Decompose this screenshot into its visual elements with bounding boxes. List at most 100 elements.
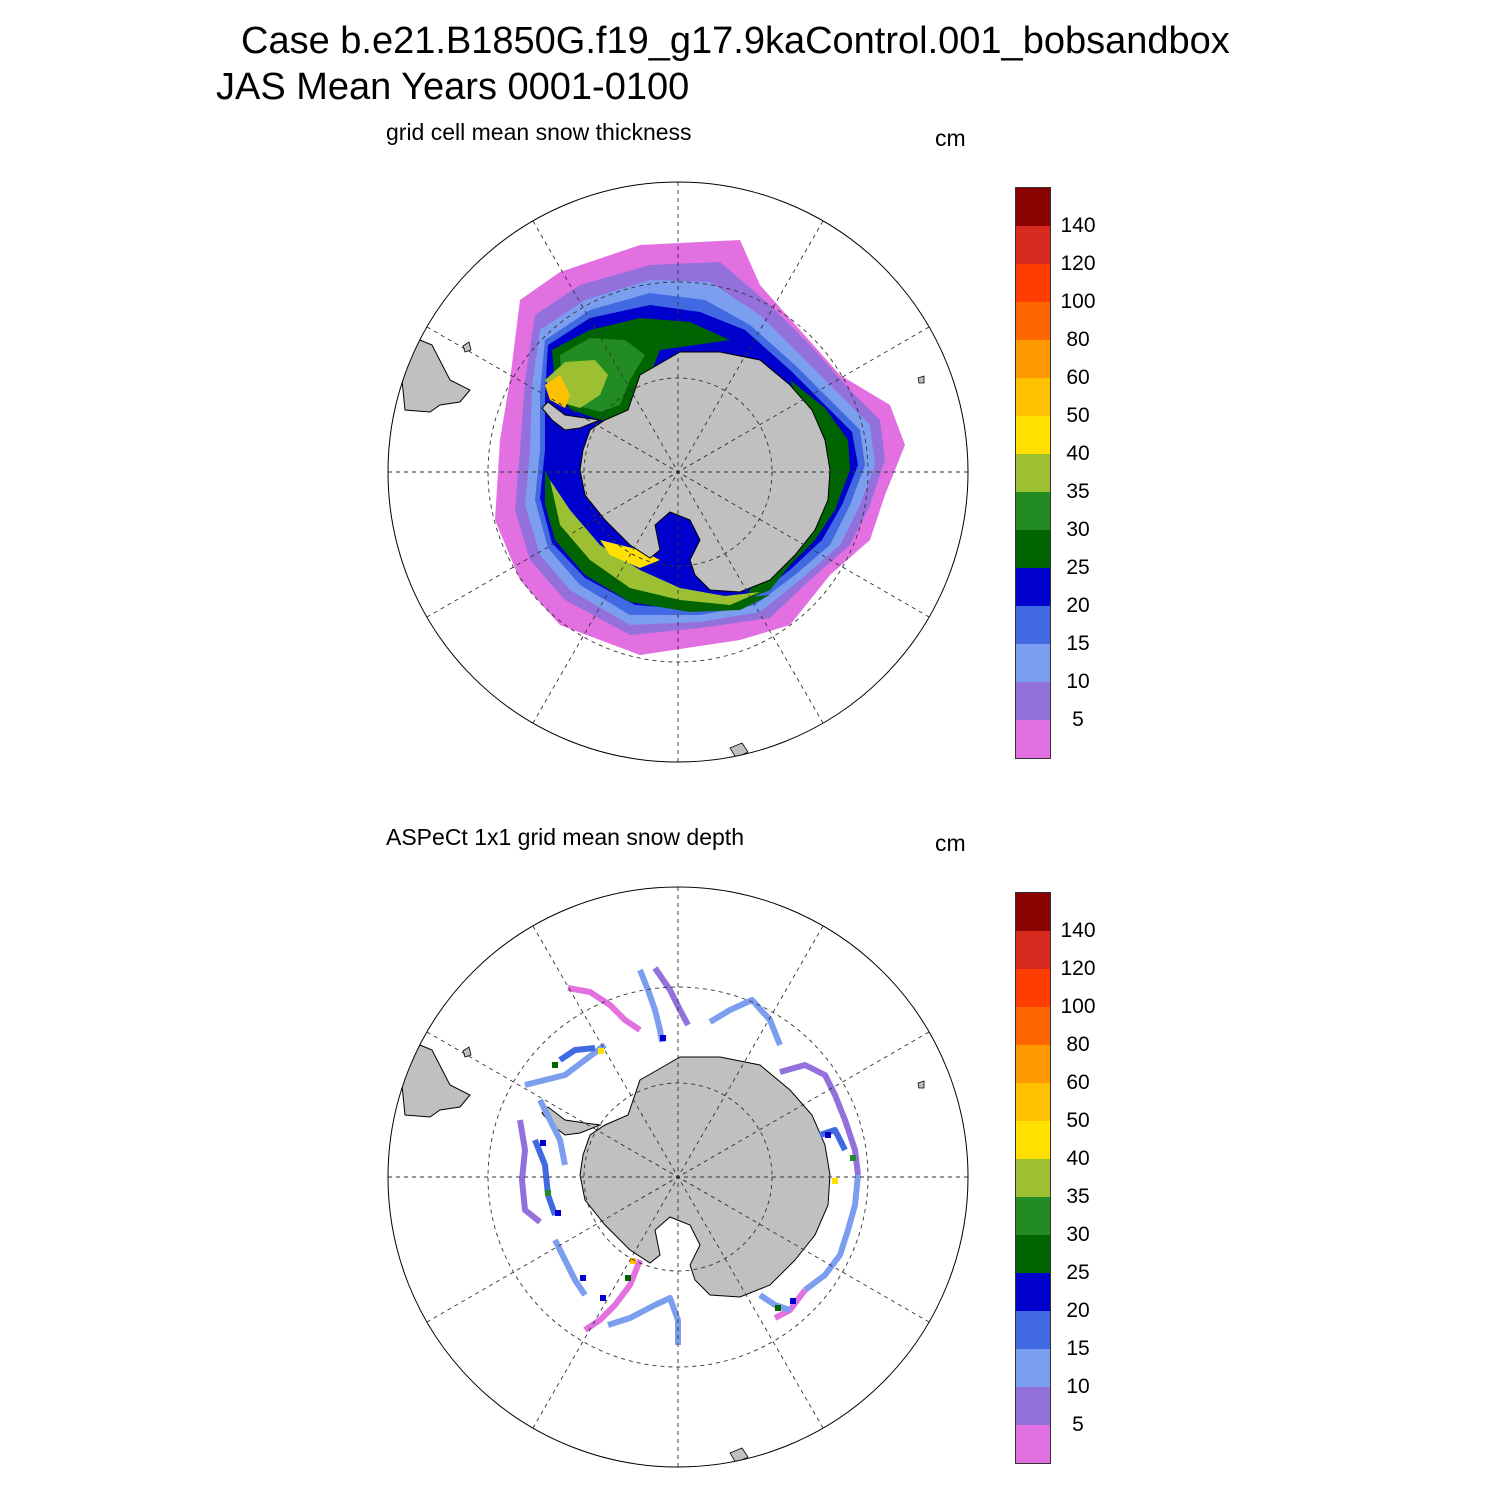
panel2-map (399, 966, 925, 1464)
obs-cell (540, 1140, 546, 1146)
colorbar-segment (1016, 226, 1050, 264)
obs-track (532, 1138, 558, 1216)
colorbar-segment (1016, 606, 1050, 644)
obs-track (558, 1045, 596, 1063)
obs-cell (775, 1305, 781, 1311)
colorbar-segment (1016, 302, 1050, 340)
colorbar-tick-label: 80 (1066, 328, 1090, 351)
panel1-map (399, 240, 925, 759)
colorbar-panel2 (1015, 892, 1051, 1464)
colorbar-segment (1016, 1159, 1050, 1197)
colorbar-tick-label: 80 (1066, 1033, 1090, 1056)
colorbar-tick-label: 15 (1066, 632, 1090, 655)
colorbar-tick-label: 60 (1066, 366, 1090, 389)
colorbar-segment (1016, 340, 1050, 378)
colorbar-segment (1016, 720, 1050, 758)
colorbar-segment (1016, 1387, 1050, 1425)
obs-cell (580, 1275, 586, 1281)
obs-track (552, 1238, 588, 1297)
snow-band-30-ross (545, 470, 770, 612)
falkland-islands-2 (462, 1046, 472, 1058)
colorbar-segment (1016, 644, 1050, 682)
colorbar-segment (1016, 969, 1050, 1007)
snow-band-40-ross (550, 480, 760, 605)
colorbar-tick-label: 40 (1066, 1147, 1090, 1170)
snow-band-50 (545, 375, 570, 408)
south-america-land (399, 339, 471, 413)
panel1-units: cm (935, 125, 966, 151)
colorbar-tick-label: 20 (1066, 594, 1090, 617)
colorbar-segment (1016, 1349, 1050, 1387)
obs-cell (598, 1048, 604, 1054)
figure-title-line2: JAS Mean Years 0001-0100 (216, 66, 690, 108)
obs-track (779, 1062, 861, 1176)
colorbar-tick-label: 15 (1066, 1337, 1090, 1360)
obs-cell (552, 1062, 558, 1068)
obs-track (567, 985, 642, 1033)
colorbar-segment (1016, 1311, 1050, 1349)
antarctic-peninsula (541, 401, 602, 431)
panel2-grid (388, 887, 968, 1467)
colorbar-panel1 (1015, 187, 1051, 759)
obs-track (583, 1258, 643, 1333)
colorbar-segment (1016, 416, 1050, 454)
colorbar-segment (1016, 1121, 1050, 1159)
panel2-units: cm (935, 830, 966, 856)
colorbar-tick-label: 25 (1066, 556, 1090, 579)
colorbar-tick-label: 5 (1072, 708, 1084, 731)
obs-cell (790, 1298, 796, 1304)
colorbar-tick-label: 100 (1060, 290, 1096, 313)
colorbar-tick-label: 140 (1060, 919, 1096, 942)
colorbar-segment (1016, 1425, 1050, 1463)
figure-title-line1: Case b.e21.B1850G.f19_g17.9kaControl.001… (241, 20, 1230, 62)
colorbar-segment (1016, 1007, 1050, 1045)
obs-cell (555, 1210, 561, 1216)
colorbar-segment (1016, 378, 1050, 416)
panel1-grid (388, 182, 968, 762)
colorbar-tick-label: 35 (1066, 1185, 1090, 1208)
obs-track (607, 1295, 681, 1345)
colorbar-tick-label: 25 (1066, 1261, 1090, 1284)
antarctica-land (579, 351, 831, 593)
colorbar-tick-label: 120 (1060, 957, 1096, 980)
small-island-east-2 (917, 1080, 925, 1089)
colorbar-segment (1016, 530, 1050, 568)
obs-cell (600, 1295, 606, 1301)
colorbar-segment (1016, 893, 1050, 931)
colorbar-tick-label: 60 (1066, 1071, 1090, 1094)
obs-cell (850, 1155, 856, 1161)
colorbar-tick-label: 35 (1066, 480, 1090, 503)
south-america-land-2 (399, 1044, 471, 1118)
colorbar-segment (1016, 1273, 1050, 1311)
obs-cell (832, 1178, 838, 1184)
colorbar-tick-label: 10 (1066, 670, 1090, 693)
obs-track (637, 968, 665, 1043)
obs-track (524, 1042, 607, 1088)
obs-cell (660, 1035, 666, 1041)
obs-track (537, 1098, 568, 1166)
panel2-title: ASPeCt 1x1 grid mean snow depth (386, 824, 744, 850)
small-island-east (917, 375, 925, 384)
colorbar-tick-label: 20 (1066, 1299, 1090, 1322)
colorbar-tick-label: 40 (1066, 442, 1090, 465)
obs-cell (625, 1275, 631, 1281)
falkland-islands (462, 341, 472, 353)
colorbar-tick-label: 50 (1066, 1109, 1090, 1132)
obs-cell (630, 1258, 636, 1264)
colorbar-tick-label: 50 (1066, 404, 1090, 427)
colorbar-segment (1016, 931, 1050, 969)
obs-track (652, 966, 691, 1027)
colorbar-segment (1016, 568, 1050, 606)
panel2-map-border (387, 886, 969, 1468)
obs-cell (545, 1190, 551, 1196)
colorbar-tick-label: 30 (1066, 1223, 1090, 1246)
panel1-map-border (387, 181, 969, 763)
snow-band-30-east (745, 380, 850, 600)
colorbar-tick-label: 30 (1066, 518, 1090, 541)
colorbar-segment (1016, 1083, 1050, 1121)
obs-track (803, 1174, 861, 1293)
snow-band-50-ross (600, 540, 660, 568)
colorbar-tick-label: 10 (1066, 1375, 1090, 1398)
colorbar-segment (1016, 1045, 1050, 1083)
